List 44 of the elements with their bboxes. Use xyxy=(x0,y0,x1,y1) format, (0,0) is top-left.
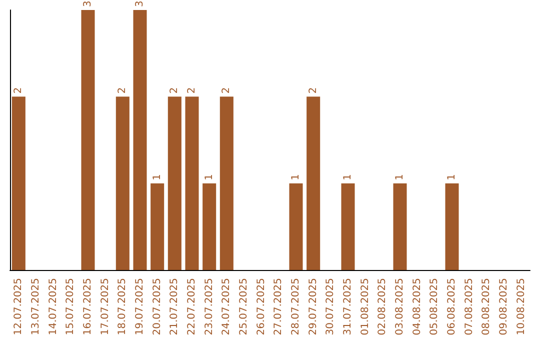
data-label: 1 xyxy=(342,174,354,180)
x-tick-label: 26.07.2025 xyxy=(256,278,267,336)
data-label: 2 xyxy=(13,87,24,94)
x-tick-label: 02.08.2025 xyxy=(377,278,388,336)
x-tick-label: 27.07.2025 xyxy=(273,278,284,336)
x-tick-label: 17.07.2025 xyxy=(100,278,111,336)
x-tick-label: 10.08.2025 xyxy=(516,278,527,336)
data-label: 2 xyxy=(221,87,232,94)
data-label: 3 xyxy=(82,0,94,7)
data-label: 2 xyxy=(186,87,198,94)
x-tick-label: 04.08.2025 xyxy=(412,278,423,336)
x-tick-label: 13.07.2025 xyxy=(30,278,42,336)
data-label: 2 xyxy=(169,87,180,94)
x-tick-label: 15.07.2025 xyxy=(65,278,76,336)
x-tick-label: 16.07.2025 xyxy=(82,278,94,336)
data-label: 1 xyxy=(394,174,406,180)
x-tick-label: 03.08.2025 xyxy=(394,278,406,336)
data-label: 1 xyxy=(446,174,458,180)
x-tick-label: 29.07.2025 xyxy=(308,278,319,336)
x-tick-label: 31.07.2025 xyxy=(342,278,354,336)
x-tick-label: 01.08.2025 xyxy=(360,278,371,336)
data-label: 1 xyxy=(152,174,163,180)
x-tick-label: 30.07.2025 xyxy=(325,278,336,336)
x-tick-label: 21.07.2025 xyxy=(169,278,180,336)
x-tick-label: 14.07.2025 xyxy=(48,278,59,336)
x-tick-label: 25.07.2025 xyxy=(238,278,250,336)
data-label: 2 xyxy=(308,87,319,94)
x-tick-label: 07.08.2025 xyxy=(464,278,475,336)
x-tick-label: 09.08.2025 xyxy=(498,278,510,336)
x-tick-label: 22.07.2025 xyxy=(186,278,198,336)
x-tick-label: 20.07.2025 xyxy=(152,278,163,336)
data-label: 2 xyxy=(117,87,128,94)
x-tick-label: 05.08.2025 xyxy=(429,278,440,336)
x-tick-label: 24.07.2025 xyxy=(221,278,232,336)
x-tick-label: 19.07.2025 xyxy=(134,278,146,336)
x-tick-label: 18.07.2025 xyxy=(117,278,128,336)
x-tick-label: 23.07.2025 xyxy=(204,278,215,336)
data-label: 1 xyxy=(290,174,302,180)
x-tick-label: 08.08.2025 xyxy=(481,278,492,336)
data-label: 3 xyxy=(134,0,146,7)
x-tick-label: 12.07.2025 xyxy=(13,278,24,336)
data-label: 1 xyxy=(204,174,215,180)
x-tick-label: 06.08.2025 xyxy=(446,278,458,336)
x-tick-label: 28.07.2025 xyxy=(290,278,302,336)
